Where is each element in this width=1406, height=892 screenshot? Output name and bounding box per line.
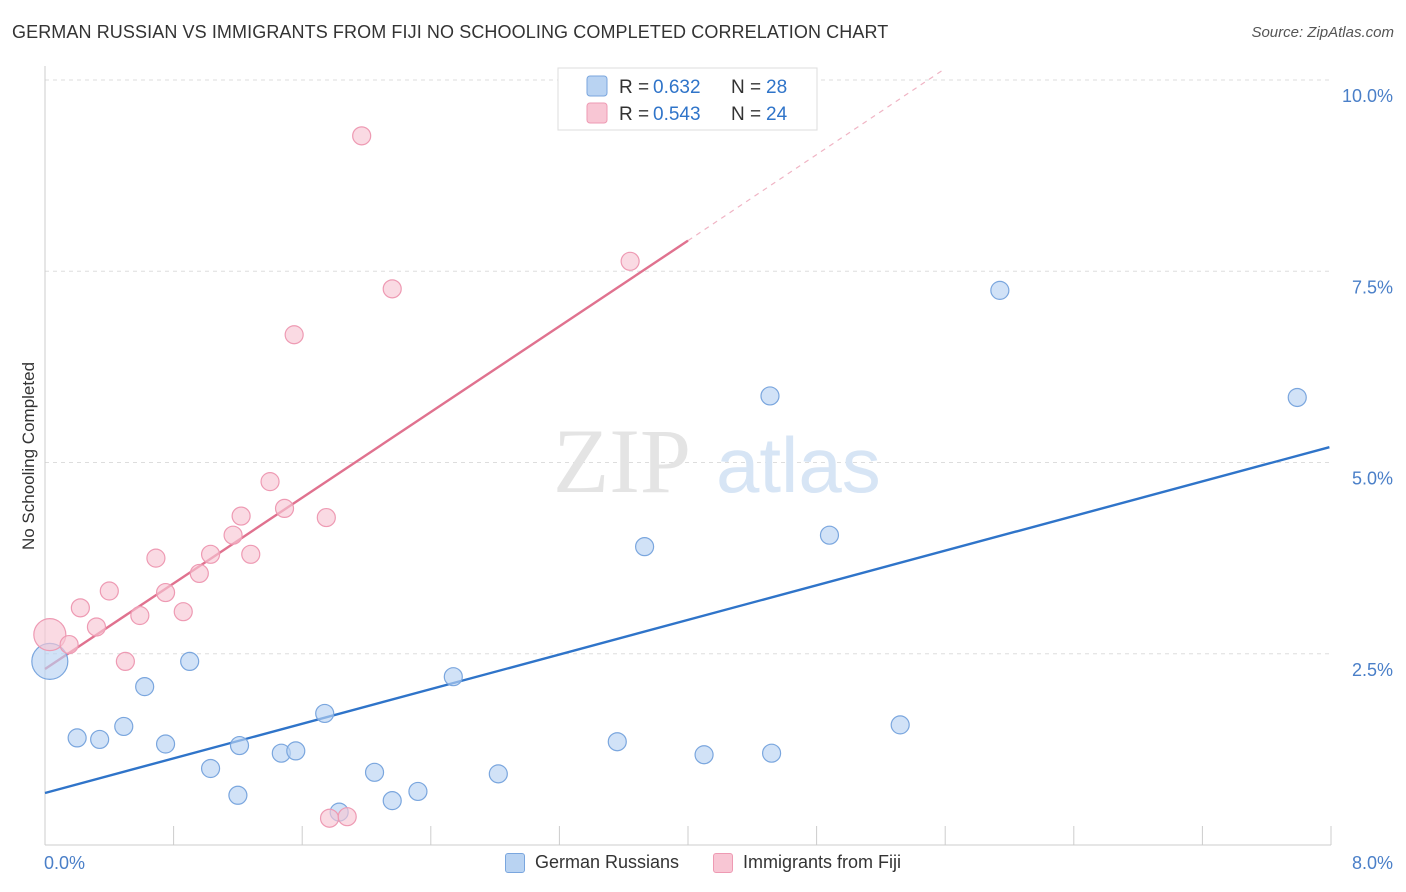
point-german-russians (200, 758, 221, 779)
series-swatch-pink (713, 852, 734, 873)
y-tick-label: 7.5% (1352, 277, 1393, 297)
point-immigrants-fiji (146, 548, 166, 568)
point-german-russians (488, 764, 508, 784)
point-german-russians (228, 785, 248, 805)
legend-r-value-2: 0.543 (653, 104, 701, 125)
point-german-russians (90, 729, 110, 750)
trend-line-german-russians (44, 446, 1330, 795)
point-immigrants-fiji (337, 807, 357, 827)
watermark: ZIP atlas (553, 410, 881, 512)
y-tick-label: 2.5% (1352, 660, 1393, 680)
point-german-russians (286, 741, 306, 761)
point-immigrants-fiji (99, 581, 119, 601)
point-immigrants-fiji (130, 605, 150, 626)
x-max-label: 8.0% (1352, 853, 1393, 873)
series-swatch-blue (504, 852, 525, 873)
point-immigrants-fiji (620, 251, 640, 271)
source-label: Source: ZipAtlas.com (1251, 24, 1394, 41)
points-layer (31, 126, 1307, 828)
point-german-russians (634, 537, 655, 557)
point-german-russians (819, 525, 840, 545)
point-immigrants-fiji (319, 808, 340, 828)
chart-title: GERMAN RUSSIAN VS IMMIGRANTS FROM FIJI N… (12, 22, 889, 42)
point-german-russians (180, 651, 200, 672)
point-german-russians (443, 667, 463, 687)
point-immigrants-fiji (284, 325, 304, 345)
point-german-russians (694, 745, 714, 765)
point-german-russians (760, 386, 780, 406)
point-immigrants-fiji (59, 634, 79, 655)
point-german-russians (135, 677, 155, 697)
point-immigrants-fiji (241, 544, 261, 564)
legend-r-value-1: 0.632 (653, 77, 701, 98)
grid-layer (45, 79, 1331, 655)
point-immigrants-fiji (200, 544, 221, 564)
point-immigrants-fiji (316, 507, 336, 528)
legend-n-label-2: N = (731, 104, 761, 125)
axis-layer: 2.5% 5.0% 7.5% 10.0% (44, 66, 1393, 846)
point-german-russians (408, 781, 428, 802)
point-immigrants-fiji (189, 563, 209, 584)
trend-extension-immigrants-fiji (687, 68, 946, 242)
x-min-label: 0.0% (44, 853, 85, 873)
point-immigrants-fiji (115, 651, 135, 672)
y-tick-label: 5.0% (1352, 469, 1393, 489)
point-german-russians (67, 728, 87, 748)
point-immigrants-fiji (352, 126, 372, 146)
point-german-russians (229, 735, 250, 756)
watermark-atlas: atlas (716, 421, 881, 509)
point-german-russians (382, 791, 402, 811)
point-immigrants-fiji (231, 506, 251, 526)
series-name-german-russians: German Russians (534, 852, 680, 872)
series-legend-immigrants-fiji: Immigrants from Fiji (713, 852, 901, 873)
point-immigrants-fiji (155, 582, 176, 603)
point-german-russians (315, 703, 335, 724)
trend-line-immigrants-fiji (44, 239, 689, 671)
watermark-zip: ZIP (553, 410, 691, 512)
series-name-immigrants-fiji: Immigrants from Fiji (743, 852, 902, 872)
legend-n-value-2: 24 (766, 104, 788, 125)
series-legend: German Russians Immigrants from Fiji (0, 852, 1406, 873)
legend-n-value-1: 28 (766, 77, 787, 98)
point-immigrants-fiji (33, 618, 67, 652)
point-german-russians (1287, 387, 1307, 408)
correlation-legend: R = 0.632 N = 28 R = 0.543 N = 24 (557, 67, 818, 131)
point-immigrants-fiji (86, 617, 107, 637)
series-legend-german-russians: German Russians (504, 852, 680, 873)
point-german-russians (761, 743, 782, 763)
legend-r-label-1: R = (619, 77, 649, 98)
point-german-russians (890, 715, 910, 735)
point-german-russians (155, 734, 176, 754)
point-immigrants-fiji (223, 525, 243, 545)
legend-n-label-1: N = (731, 77, 761, 98)
point-immigrants-fiji (382, 279, 402, 299)
legend-r-label-2: R = (619, 104, 649, 125)
trend-layer (44, 68, 1330, 795)
y-axis-label: No Schooling Completed (19, 362, 38, 550)
point-immigrants-fiji (260, 472, 280, 492)
point-immigrants-fiji (173, 602, 193, 622)
point-german-russians (990, 280, 1010, 300)
point-immigrants-fiji (274, 498, 295, 518)
legend-swatch-german-russians (586, 75, 608, 97)
point-german-russians (364, 762, 385, 782)
point-german-russians (114, 716, 134, 737)
y-tick-label: 10.0% (1342, 86, 1393, 106)
point-immigrants-fiji (70, 598, 90, 618)
point-german-russians (607, 732, 627, 752)
legend-swatch-immigrants-fiji (586, 102, 608, 124)
